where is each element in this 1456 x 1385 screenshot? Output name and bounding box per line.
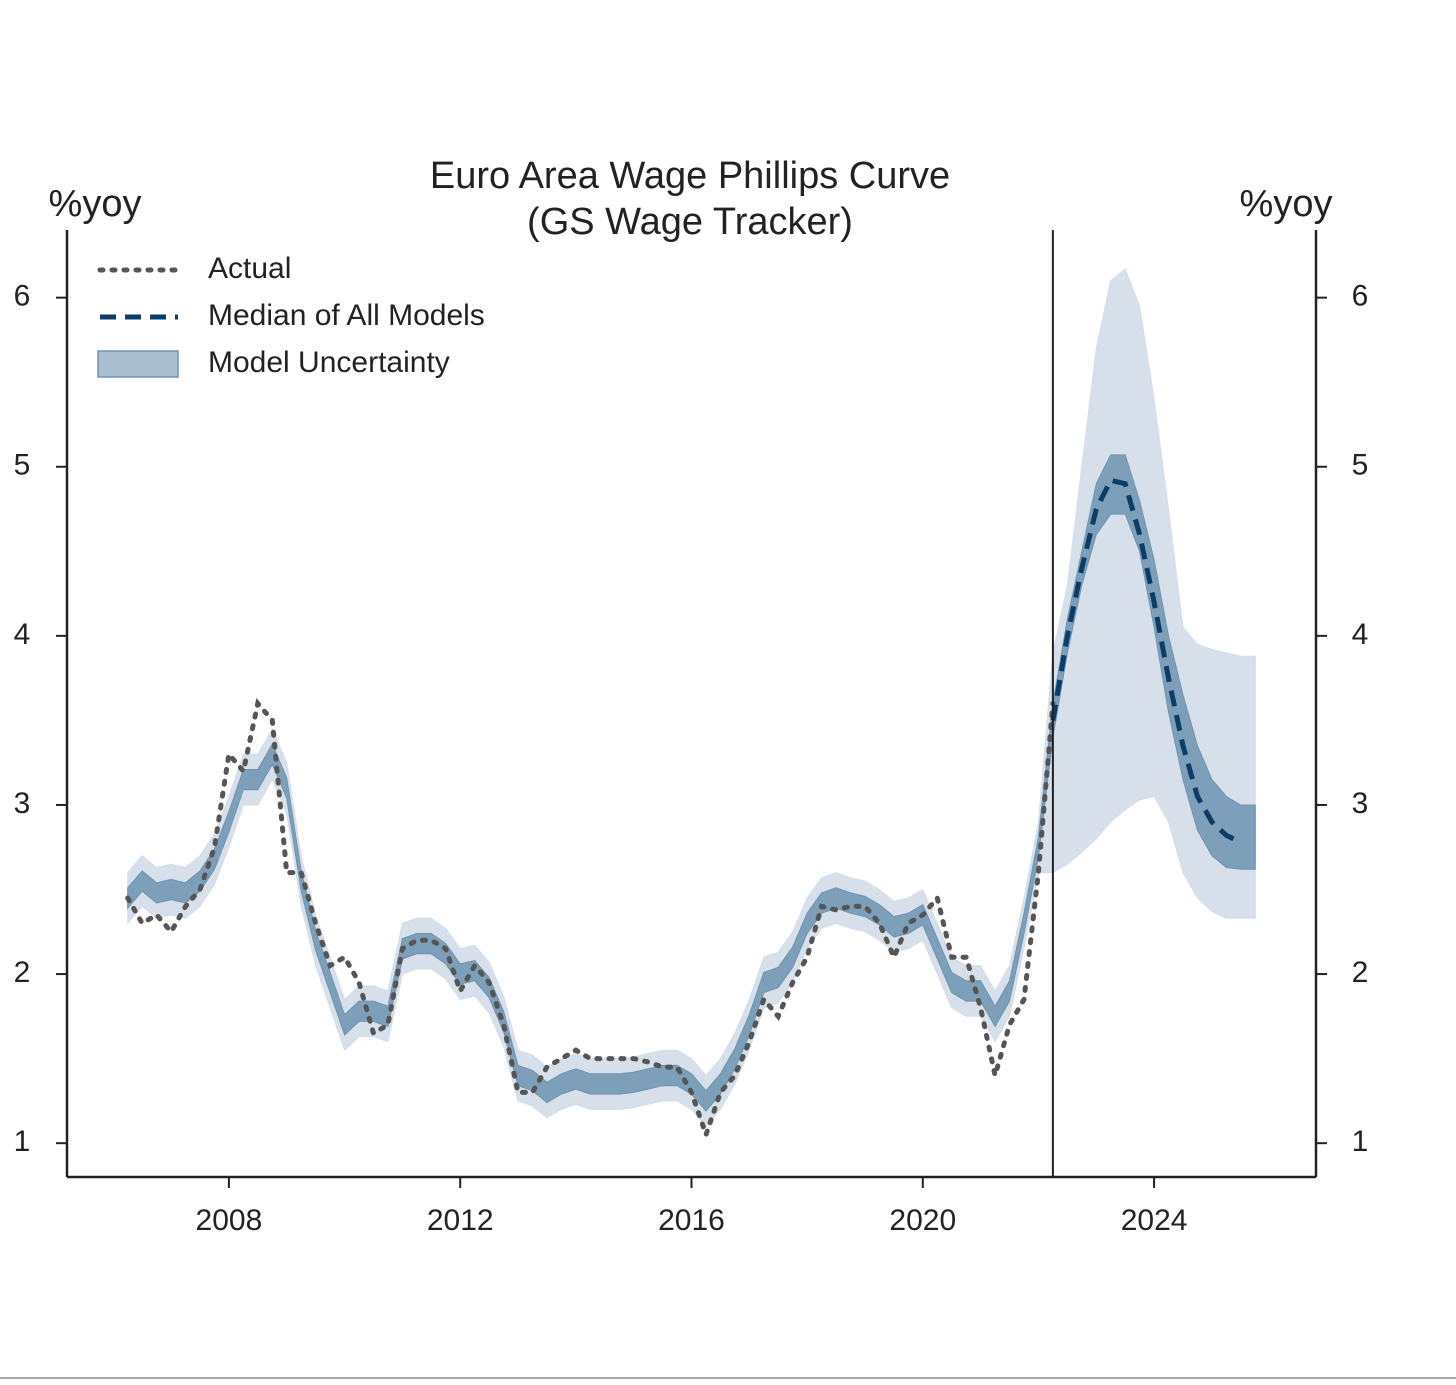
y-tick-label: 3 bbox=[14, 787, 31, 820]
x-tick-label: 2008 bbox=[196, 1204, 263, 1237]
y2-tick-label: 6 bbox=[1352, 280, 1369, 313]
y-tick-label: 2 bbox=[14, 956, 31, 989]
y2-tick-label: 3 bbox=[1352, 787, 1369, 820]
legend-label: Median of All Models bbox=[208, 299, 485, 332]
y-tick-label: 1 bbox=[14, 1125, 31, 1158]
legend-swatch bbox=[97, 350, 179, 378]
legend-label: Actual bbox=[208, 252, 291, 285]
chart-subtitle: (GS Wage Tracker) bbox=[527, 201, 853, 243]
x-tick-label: 2016 bbox=[658, 1204, 725, 1237]
y-axis-label: %yoy bbox=[49, 183, 142, 225]
line-series bbox=[1050, 477, 1242, 845]
legend-label: Model Uncertainty bbox=[208, 346, 450, 379]
legend: Actual Median of All Models Model Uncertai… bbox=[97, 252, 485, 379]
chart-title: Euro Area Wage Phillips Curve bbox=[430, 155, 950, 197]
x-tick-label: 2024 bbox=[1121, 1204, 1188, 1237]
plot-area bbox=[125, 268, 1256, 1143]
line-series bbox=[125, 698, 1056, 1143]
x-tick-label: 2012 bbox=[427, 1204, 494, 1237]
y-tick-label: 5 bbox=[14, 449, 31, 482]
y2-tick-label: 4 bbox=[1352, 618, 1369, 651]
y2-tick-label: 1 bbox=[1352, 1125, 1369, 1158]
y-tick-label: 6 bbox=[14, 280, 31, 313]
y-tick-label: 4 bbox=[14, 618, 31, 651]
y2-axis-label: %yoy bbox=[1240, 183, 1333, 225]
uncertainty-band bbox=[127, 268, 1256, 1128]
x-tick-label: 2020 bbox=[889, 1204, 956, 1237]
y2-tick-label: 2 bbox=[1352, 956, 1369, 989]
y2-tick-label: 5 bbox=[1352, 449, 1369, 482]
uncertainty-band bbox=[127, 454, 1256, 1112]
